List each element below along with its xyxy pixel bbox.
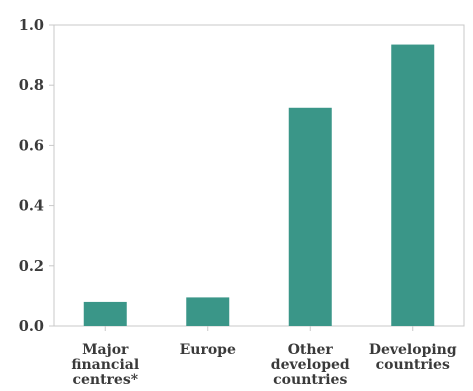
x-tick-label-line: financial	[71, 357, 139, 373]
bar	[288, 107, 332, 327]
y-tick-label: 0.2	[19, 258, 44, 275]
x-tick-label-line: Developing	[369, 342, 457, 358]
x-tick-label-line: countries	[273, 372, 347, 388]
y-tick-label: 0.8	[19, 77, 44, 94]
x-tick-label-line: Major	[82, 342, 129, 358]
plot-border	[53, 24, 465, 327]
bar	[83, 301, 127, 326]
y-tick-label: 0.6	[19, 137, 44, 154]
x-tick-label: Major financial centres*	[71, 342, 139, 388]
x-tick-label: Other developed countries	[271, 342, 350, 388]
x-tick-label-line: countries	[376, 357, 450, 373]
x-tick-label-line: centres*	[72, 372, 138, 388]
x-tick-label-line: developed	[271, 357, 350, 373]
y-tick-label: 0.4	[19, 198, 44, 215]
y-tick-label: 1.0	[19, 17, 44, 34]
y-tick-label: 0.0	[19, 318, 44, 335]
plot-frame	[53, 24, 465, 327]
y-axis: 0.0 0.2 0.4 0.6 0.8 1.0	[19, 17, 54, 335]
x-tick-label-line: Europe	[180, 342, 236, 358]
bar	[186, 297, 230, 326]
bars	[83, 44, 435, 327]
x-tick-label: Developing countries	[369, 342, 457, 373]
bar	[391, 44, 435, 326]
x-axis: Major financial centres* Europe Other develop…	[71, 326, 457, 388]
x-tick-label-line: Other	[288, 342, 334, 358]
x-tick-label: Europe	[180, 342, 236, 358]
